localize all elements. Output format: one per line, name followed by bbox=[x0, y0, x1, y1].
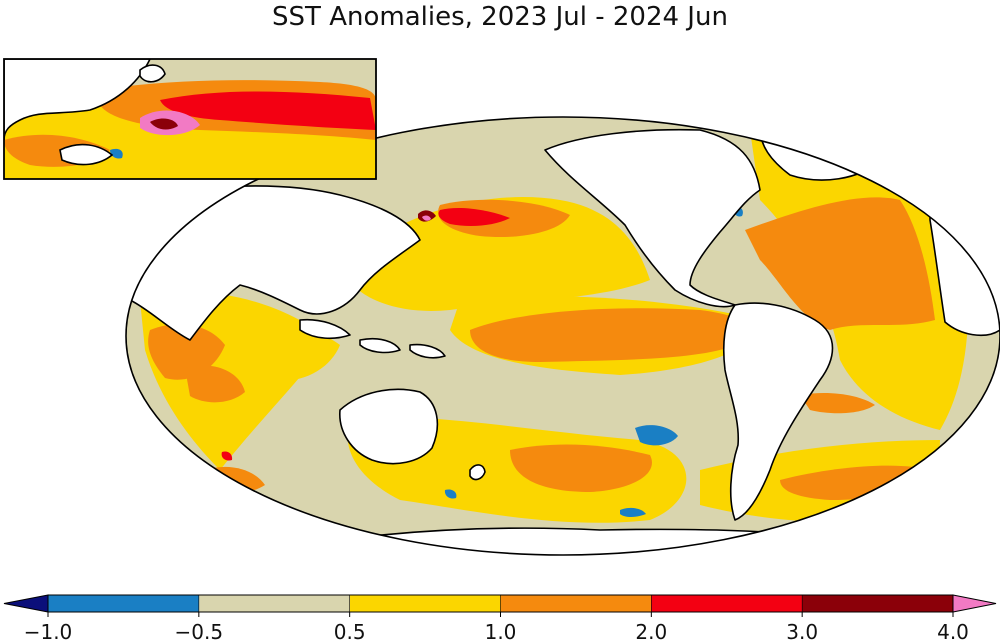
colorbar-segment bbox=[651, 595, 803, 612]
land-antarctica bbox=[299, 527, 881, 555]
colorbar-tick-label: −0.5 bbox=[174, 620, 224, 644]
land-south-america bbox=[722, 302, 834, 521]
land-north-america bbox=[544, 128, 761, 308]
colorbar-segment bbox=[349, 595, 501, 612]
map-title: SST Anomalies, 2023 Jul - 2024 Jun bbox=[272, 2, 728, 32]
colorbar-tick-label: 0.5 bbox=[333, 620, 366, 644]
colorbar-segment bbox=[48, 595, 200, 612]
colorbar-segment bbox=[802, 595, 954, 612]
anomaly-2.0-3.0 bbox=[221, 207, 510, 461]
colorbar bbox=[3, 594, 997, 617]
anomaly-neg1.0-neg0.5 bbox=[444, 207, 743, 517]
colorbar-over-arrow bbox=[952, 594, 997, 613]
inset-frame bbox=[3, 58, 377, 180]
colorbar-tick-label: 3.0 bbox=[786, 620, 819, 644]
colorbar-tick-label: 4.0 bbox=[937, 620, 969, 644]
world-map bbox=[126, 117, 1000, 555]
land-australia bbox=[339, 388, 439, 465]
colorbar-tick-label: 2.0 bbox=[635, 620, 668, 644]
colorbar-segment bbox=[500, 595, 652, 612]
colorbar-tick-label: −1.0 bbox=[23, 620, 73, 644]
globe-outline bbox=[125, 116, 1000, 556]
colorbar-segment bbox=[198, 595, 351, 612]
land-asia bbox=[126, 185, 421, 341]
colorbar-tick-label: 1.0 bbox=[484, 620, 517, 644]
inset-map bbox=[3, 58, 377, 180]
colorbar-under-arrow bbox=[3, 594, 49, 613]
anomaly-3.0-4.0 bbox=[418, 210, 436, 222]
